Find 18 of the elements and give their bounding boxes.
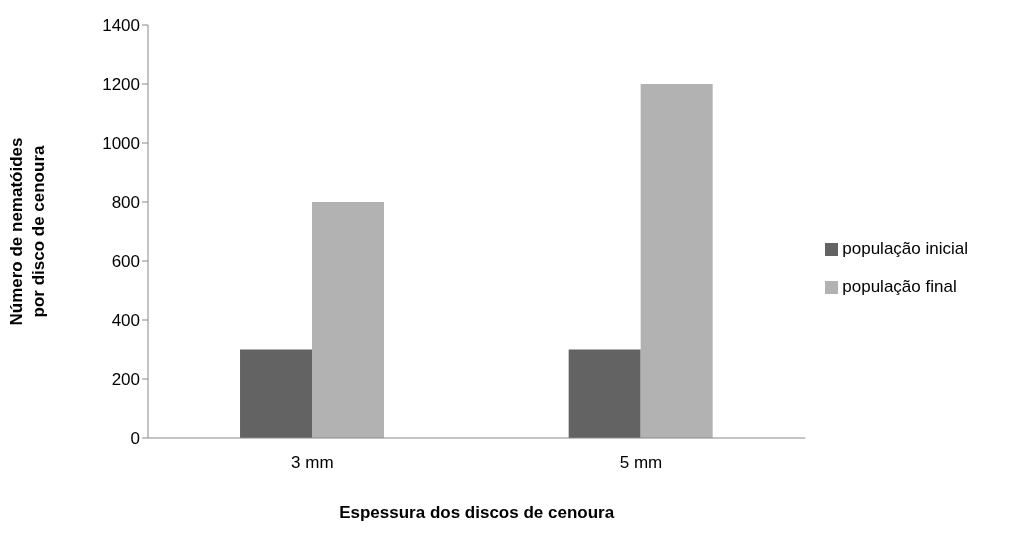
y-tick-label: 400 [111, 311, 140, 331]
y-tick-label: 1000 [102, 134, 140, 154]
y-tick-label: 0 [130, 429, 140, 449]
legend-label: população inicial [842, 239, 968, 258]
y-tick-label: 1200 [102, 75, 140, 95]
y-tick-label: 200 [111, 370, 140, 390]
legend-label: população final [842, 277, 957, 296]
y-tick-label: 1400 [102, 16, 140, 36]
y-tick-label: 600 [111, 252, 140, 272]
bar [240, 349, 313, 438]
x-axis-title: Espessura dos discos de cenoura [339, 503, 615, 522]
bar [312, 202, 385, 438]
y-tick-label: 800 [111, 193, 140, 213]
x-tick-label: 3 mm [291, 453, 334, 473]
y-axis-title: Número de nematóides por disco de cenoura [7, 137, 48, 326]
bar [568, 349, 641, 438]
x-tick-label: 5 mm [619, 453, 663, 473]
bar [640, 84, 713, 438]
